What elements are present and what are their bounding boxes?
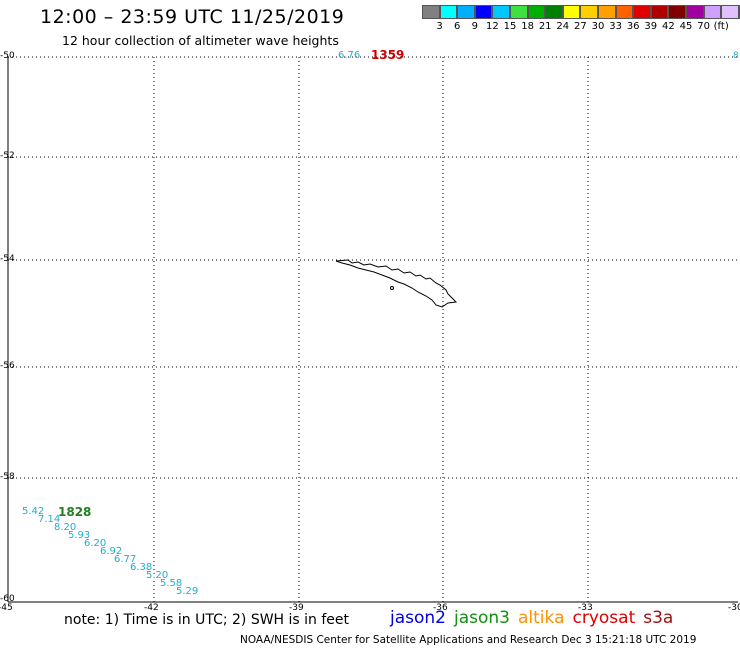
swh-value: 6.77 (114, 554, 137, 565)
colorbar-swatch (562, 5, 581, 19)
colorbar-label: 39 (644, 21, 658, 32)
colorbar-label: (ft) (713, 21, 729, 32)
swh-value: 5.29 (176, 586, 199, 597)
pass-time-tag: 1828 (58, 505, 92, 519)
colorbar-swatch (615, 5, 634, 19)
colorbar-label: 24 (556, 21, 570, 32)
swh-value-top: 6.76 (338, 50, 361, 61)
lon-label: -42 (144, 603, 159, 613)
map-title: 12:00 – 23:59 UTC 11/25/2019 (40, 6, 345, 28)
colorbar-label: 45 (679, 21, 693, 32)
footer-note: note: 1) Time is in UTC; 2) SWH is in fe… (64, 612, 350, 628)
colorbar-swatch (721, 5, 739, 19)
swh-value: 7.14 (38, 514, 61, 525)
colorbar-label: 15 (503, 21, 517, 32)
colorbar-label: 3 (436, 21, 443, 32)
swh-value: 6.38 (130, 562, 153, 573)
colorbar-swatch (492, 5, 510, 19)
map-subtitle: 12 hour collection of altimeter wave hei… (62, 33, 339, 48)
colorbar-label: 42 (662, 21, 675, 32)
swh-value: 6.92 (100, 546, 123, 557)
small-islet (390, 286, 394, 290)
colorbar-label: 36 (626, 21, 640, 32)
colorbar-swatch (685, 5, 704, 19)
colorbar-swatch (597, 5, 616, 19)
lat-label: -56 (0, 361, 15, 371)
swh-value: 6.20 (84, 538, 107, 549)
lon-label: -30 (728, 603, 740, 613)
colorbar-label: 70 (697, 21, 710, 32)
colorbar-swatch (668, 5, 686, 19)
satellite-jason3: jason3 (454, 608, 510, 628)
swh-value: 5.58 (160, 578, 183, 589)
lat-label: -52 (0, 151, 15, 161)
colorbar (422, 5, 740, 19)
pass-time-tag-top: 1359 (371, 48, 405, 62)
lon-label: -36 (433, 603, 448, 613)
colorbar-swatch (527, 5, 546, 19)
lat-label: -50 (0, 51, 15, 61)
colorbar-swatch (650, 5, 669, 19)
lat-label: -60 (0, 594, 15, 604)
colorbar-swatch (545, 5, 563, 19)
colorbar-swatch (509, 5, 528, 19)
lon-label: -39 (289, 603, 304, 613)
colorbar-swatch (580, 5, 598, 19)
colorbar-label: 33 (609, 21, 622, 32)
colorbar-swatch (439, 5, 458, 19)
colorbar-label: 21 (538, 21, 552, 32)
lon-label: -33 (578, 603, 593, 613)
colorbar-swatch (474, 5, 493, 19)
colorbar-swatch (703, 5, 722, 19)
right-edge-value: 8 (733, 51, 739, 61)
colorbar-swatch (633, 5, 651, 19)
colorbar-label: 9 (471, 21, 478, 32)
swh-value: 5.42 (22, 506, 45, 517)
colorbar-swatch (422, 5, 440, 19)
swh-value: 8.20 (54, 522, 77, 533)
colorbar-swatch (457, 5, 475, 19)
lat-label: -54 (0, 254, 15, 264)
colorbar-label: 18 (521, 21, 534, 32)
colorbar-label: 30 (591, 21, 605, 32)
colorbar-label: 6 (454, 21, 461, 32)
swh-value: 5.20 (146, 570, 169, 581)
island-outline (335, 259, 458, 308)
satellite-s3a: s3a (643, 608, 674, 628)
credit-line: NOAA/NESDIS Center for Satellite Applica… (240, 634, 697, 646)
colorbar-swatch (738, 5, 740, 19)
colorbar-label: 27 (574, 21, 587, 32)
satellite-cryosat: cryosat (572, 608, 636, 628)
colorbar-label: 12 (486, 21, 499, 32)
lon-label: -45 (0, 603, 13, 613)
satellite-jason2: jason2 (390, 608, 446, 628)
satellite-altika: altika (518, 608, 565, 628)
lat-label: -58 (0, 472, 15, 482)
swh-value: 5.93 (68, 530, 91, 541)
satellite-legend: jason2 jason3 altika cryosat s3a (390, 608, 681, 628)
